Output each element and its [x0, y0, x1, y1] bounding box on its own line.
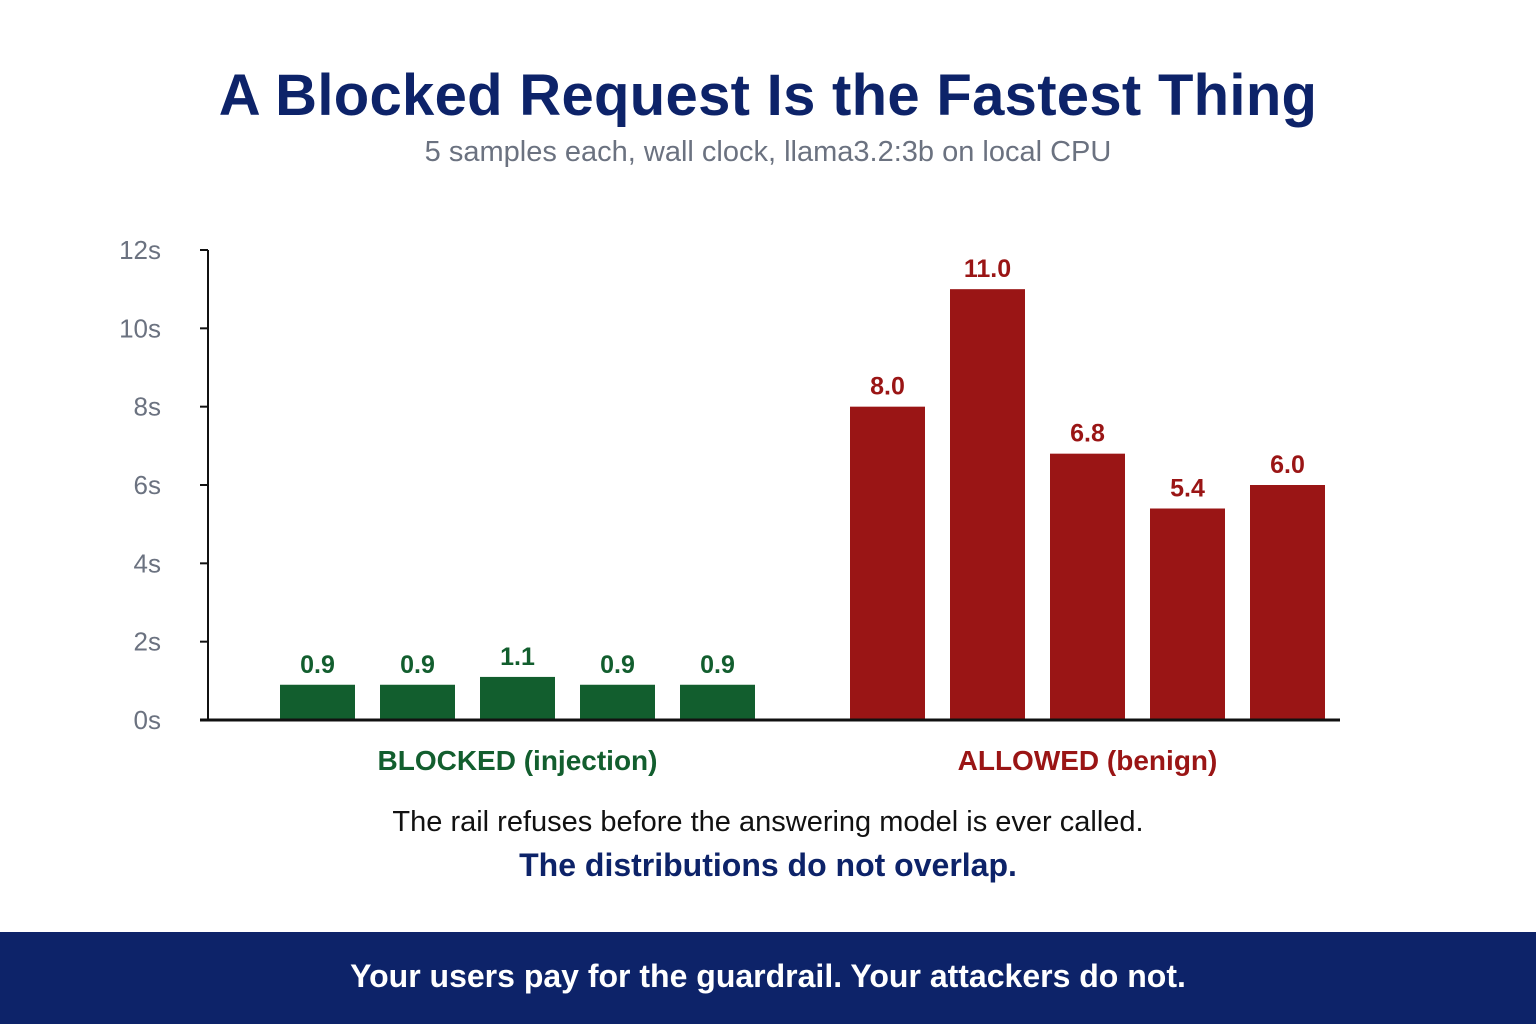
chart-caption: The rail refuses before the answering mo…: [392, 806, 1144, 838]
blocked-bar: [280, 684, 355, 720]
allowed-bar: [1250, 485, 1325, 720]
blocked-bar-value-label: 0.9: [300, 651, 335, 679]
y-tick-label: 8s: [134, 392, 161, 422]
footer-text: Your users pay for the guardrail. Your a…: [350, 958, 1186, 994]
footer-banner: [0, 932, 1536, 1024]
blocked-bar: [480, 676, 555, 720]
blocked-bar: [380, 684, 455, 720]
allowed-bar: [1050, 453, 1125, 720]
blocked-group-label: BLOCKED (injection): [378, 745, 658, 776]
y-tick-label: 6s: [134, 470, 161, 500]
allowed-bar-value-label: 5.4: [1170, 475, 1205, 503]
allowed-group-label: ALLOWED (benign): [958, 745, 1218, 776]
allowed-bar-value-label: 6.8: [1070, 420, 1105, 448]
bar-chart: 0s 2s 4s 6s 8s 10s 12s 0.9 0.9 1.1 0.9 0.9 BLOCKED (…: [119, 235, 1340, 776]
allowed-bar-value-label: 11.0: [964, 255, 1011, 283]
y-tick-label: 4s: [134, 548, 161, 578]
page-subtitle: 5 samples each, wall clock, llama3.2:3b …: [424, 136, 1112, 168]
allowed-bar-value-label: 8.0: [870, 373, 905, 401]
chart-caption-emphasis: The distributions do not overlap.: [519, 847, 1017, 883]
y-tick-label: 0s: [134, 705, 161, 735]
page-title: A Blocked Request Is the Fastest Thing: [218, 63, 1318, 128]
allowed-bar: [1150, 508, 1225, 720]
blocked-bar-value-label: 0.9: [400, 651, 435, 679]
y-tick-label: 12s: [119, 235, 161, 265]
allowed-bar: [850, 406, 925, 720]
blocked-bar: [680, 684, 755, 720]
allowed-bar-value-label: 6.0: [1270, 451, 1305, 479]
blocked-bar: [580, 684, 655, 720]
y-tick-label: 10s: [119, 313, 161, 343]
blocked-bar-value-label: 0.9: [600, 651, 635, 679]
allowed-bar: [950, 289, 1025, 720]
blocked-bar-value-label: 0.9: [700, 651, 735, 679]
y-tick-label: 2s: [134, 627, 161, 657]
blocked-bar-value-label: 1.1: [500, 643, 535, 671]
